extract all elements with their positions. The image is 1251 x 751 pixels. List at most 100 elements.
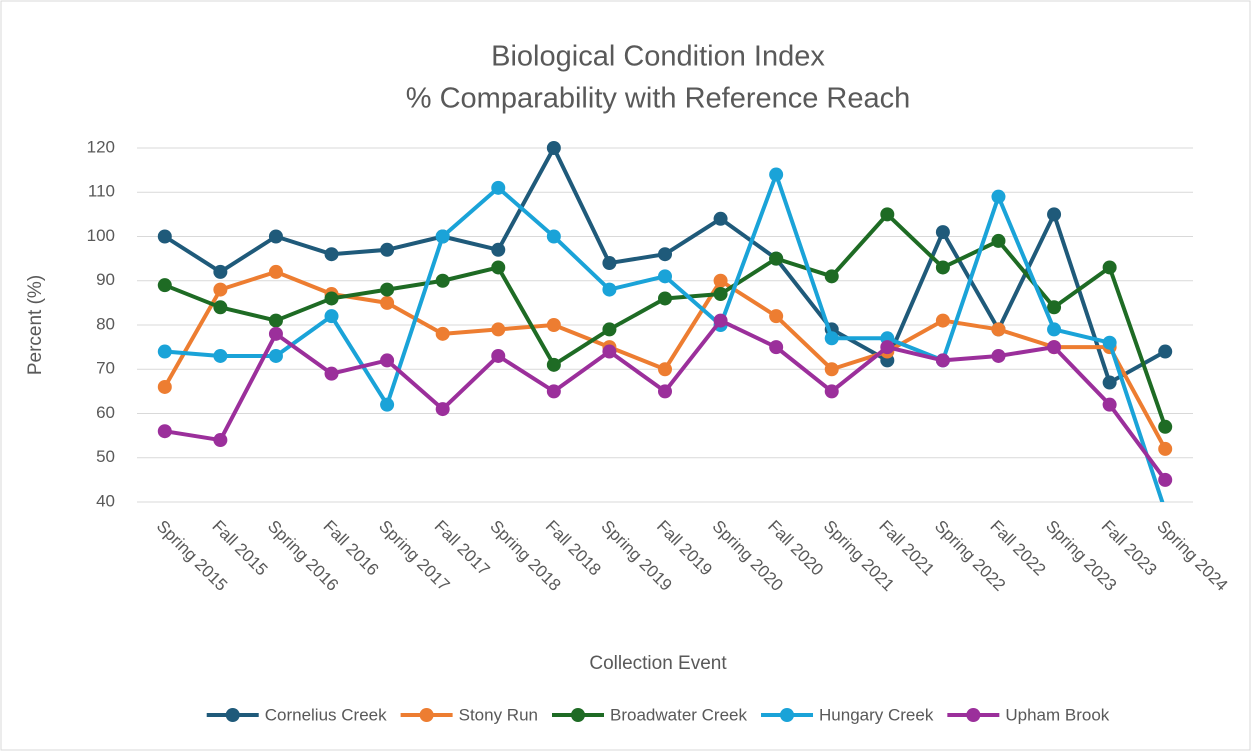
- legend-label: Hungary Creek: [819, 705, 934, 724]
- legend-item: Stony Run: [400, 705, 538, 724]
- data-point: [546, 141, 561, 155]
- data-point: [1047, 322, 1062, 337]
- data-point: [491, 322, 506, 337]
- data-point: [935, 260, 950, 275]
- y-tick-label: 50: [96, 447, 115, 466]
- data-point: [880, 207, 895, 222]
- data-point: [769, 167, 784, 182]
- data-point: [1158, 441, 1173, 456]
- data-point: [380, 353, 395, 368]
- data-point: [769, 251, 784, 266]
- data-point: [602, 282, 617, 297]
- data-point: [1102, 260, 1117, 275]
- data-point: [1102, 397, 1117, 412]
- data-point: [935, 353, 950, 368]
- y-axis-label: Percent (%): [25, 275, 46, 375]
- data-point: [769, 309, 784, 324]
- legend-item: Cornelius Creek: [206, 705, 387, 724]
- data-point: [157, 424, 172, 439]
- data-point: [991, 233, 1006, 248]
- data-point: [213, 433, 228, 448]
- data-point: [435, 273, 450, 288]
- data-point: [602, 344, 617, 359]
- data-point: [380, 242, 395, 257]
- data-point: [324, 247, 339, 262]
- data-point: [324, 309, 339, 324]
- legend-marker: [225, 708, 240, 722]
- data-point: [1158, 472, 1173, 487]
- data-point: [1047, 340, 1062, 355]
- data-point: [991, 348, 1006, 363]
- data-point: [1102, 335, 1117, 350]
- data-point: [824, 384, 839, 399]
- data-point: [491, 260, 506, 275]
- y-tick-label: 120: [87, 137, 115, 156]
- y-tick-label: 60: [96, 403, 115, 422]
- data-point: [324, 291, 339, 306]
- data-point: [1158, 419, 1173, 434]
- data-point: [1047, 207, 1062, 222]
- data-point: [491, 180, 506, 195]
- data-point: [1102, 375, 1117, 390]
- data-point: [1047, 300, 1062, 315]
- data-point: [602, 322, 617, 337]
- data-point: [380, 397, 395, 412]
- data-point: [157, 229, 172, 244]
- data-point: [713, 313, 728, 328]
- data-point: [991, 189, 1006, 204]
- y-tick-label: 40: [96, 491, 115, 510]
- data-point: [268, 326, 283, 341]
- data-point: [268, 264, 283, 279]
- legend-label: Broadwater Creek: [610, 705, 748, 724]
- data-point: [658, 269, 672, 284]
- data-point: [157, 379, 172, 394]
- data-point: [546, 229, 561, 244]
- legend-label: Upham Brook: [1005, 705, 1109, 724]
- data-point: [713, 287, 728, 302]
- data-point: [268, 313, 283, 328]
- data-point: [824, 362, 839, 377]
- data-point: [213, 282, 228, 297]
- data-point: [1158, 344, 1173, 359]
- legend-item: Upham Brook: [947, 705, 1110, 724]
- legend-label: Cornelius Creek: [265, 705, 387, 724]
- data-point: [157, 278, 172, 293]
- data-point: [546, 318, 561, 332]
- legend-marker: [780, 708, 795, 722]
- data-point: [324, 366, 339, 381]
- data-point: [157, 344, 172, 359]
- legend-marker: [966, 708, 981, 722]
- data-point: [491, 242, 506, 257]
- data-point: [380, 295, 395, 310]
- data-point: [268, 348, 283, 363]
- data-point: [268, 229, 283, 244]
- data-point: [435, 402, 450, 417]
- data-point: [658, 291, 672, 306]
- y-tick-label: 80: [96, 314, 115, 333]
- chart-title: Biological Condition Index: [491, 41, 825, 73]
- data-point: [658, 247, 672, 262]
- data-point: [935, 225, 950, 240]
- data-point: [880, 340, 895, 355]
- legend-label: Stony Run: [459, 705, 538, 724]
- data-point: [658, 362, 672, 377]
- y-tick-label: 90: [96, 270, 115, 289]
- y-tick-label: 100: [87, 226, 115, 245]
- chart-subtitle: % Comparability with Reference Reach: [406, 83, 911, 115]
- data-point: [435, 326, 450, 341]
- data-point: [713, 273, 728, 288]
- x-axis-label: Collection Event: [589, 653, 727, 674]
- data-point: [658, 384, 672, 399]
- data-point: [713, 211, 728, 226]
- data-point: [213, 264, 228, 279]
- legend-marker: [571, 708, 585, 722]
- data-point: [824, 331, 839, 346]
- data-point: [991, 322, 1006, 337]
- data-point: [380, 282, 395, 297]
- data-point: [546, 357, 561, 372]
- legend-marker: [419, 708, 434, 722]
- data-point: [769, 340, 784, 355]
- plot-area: [157, 141, 1173, 502]
